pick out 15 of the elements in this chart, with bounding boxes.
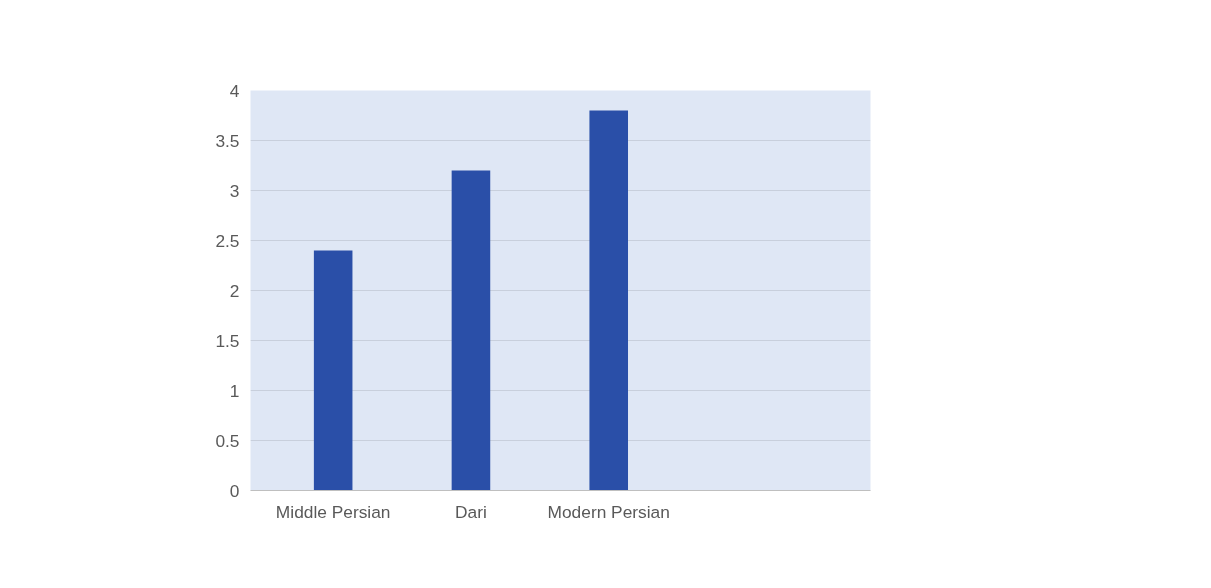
y-tick-label: 0.5 (215, 430, 240, 451)
y-tick-label: 3.5 (215, 130, 240, 151)
y-tick-label: 1.5 (215, 330, 240, 351)
x-tick-label: Dari (455, 501, 487, 522)
y-tick-label: 3 (229, 180, 240, 201)
x-tick-label: Modern Persian (547, 501, 670, 522)
bar (313, 250, 353, 491)
y-tick-label: 2.5 (215, 230, 240, 251)
x-tick-label: Middle Persian (275, 501, 391, 522)
bar (451, 170, 491, 491)
y-tick-label: 1 (229, 380, 240, 401)
y-tick-label: 4 (229, 80, 240, 101)
y-tick-label: 2 (229, 280, 240, 301)
y-tick-label: 0 (229, 480, 240, 501)
bar (589, 110, 629, 491)
